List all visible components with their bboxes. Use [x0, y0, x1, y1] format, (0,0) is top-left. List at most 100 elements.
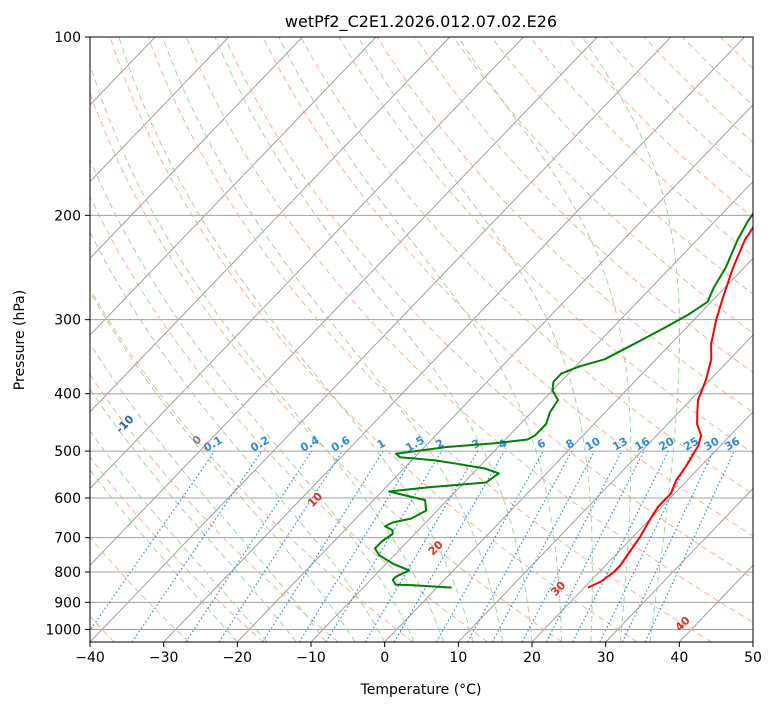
moist-adiabat-line [357, 37, 593, 642]
moist-adiabat-line [90, 429, 268, 642]
dry-adiabat-line [643, 37, 753, 144]
moist-adiabat-line [214, 37, 533, 642]
moist-adiabat-line [457, 37, 632, 642]
moist-adiabat-line [90, 469, 238, 642]
isotherm-line [752, 641, 753, 642]
dry-adiabat-line [90, 456, 264, 642]
mixing-ratio-line [218, 450, 343, 642]
y-tick-label: 600 [54, 491, 81, 507]
isotherm-line [0, 37, 8, 642]
dry-adiabat-line [720, 37, 753, 69]
dewpoint-line [374, 211, 753, 589]
dry-adiabat-line [681, 37, 753, 106]
isotherm-line [457, 334, 753, 642]
temperature-line [587, 225, 753, 589]
mixing-ratio-line [90, 450, 216, 632]
mixing-ratio-line [393, 450, 505, 642]
y-tick-label: 300 [54, 313, 81, 329]
y-tick-label: 900 [54, 595, 81, 611]
dry-adiabat-line [185, 37, 753, 623]
isotherm-line [90, 37, 230, 183]
x-tick-label: −10 [296, 650, 326, 666]
sounding-series [374, 211, 753, 589]
dry-adiabat-line [109, 37, 638, 642]
dry-adiabat-line [605, 37, 753, 181]
dry-adiabat-line [338, 37, 753, 454]
y-tick-label: 800 [54, 565, 81, 581]
dry-adiabat-line [300, 37, 753, 495]
mixing-ratio-line [325, 450, 443, 642]
mixing-ratio-line [262, 450, 384, 642]
x-tick-label: 10 [449, 650, 467, 666]
moist-adiabat-line [162, 37, 503, 642]
isotherm-line [90, 37, 303, 260]
axes: −40 −30 −20 −10 0 10 20 30 40 50 100 200 300 400 500 60… [45, 30, 762, 666]
mixing-ratio-line [644, 450, 735, 642]
mixing-ratio-line [466, 450, 573, 642]
isotherm-line [384, 257, 753, 642]
moist-adiabat-line [90, 342, 327, 642]
mixing-ratio-line [131, 450, 263, 642]
adiabat-labels: 0.10.20.40.611.52346810131620253036-100-… [113, 412, 742, 634]
y-tick-label: 400 [54, 387, 81, 403]
dry-adiabat-line [262, 37, 753, 537]
dry-adiabat-line [529, 37, 753, 257]
dry-adiabat-line [491, 37, 753, 295]
x-tick-label: 30 [597, 650, 615, 666]
dry-adiabat-label: -10 [113, 412, 136, 435]
y-tick-label: 200 [54, 208, 81, 224]
moist-adiabat-line [90, 230, 386, 642]
dry-adiabat-line [759, 37, 775, 642]
isotherm-line [90, 37, 377, 336]
dry-adiabat-line [90, 195, 488, 642]
isotherm-line [90, 37, 524, 490]
isotherm-line [163, 37, 745, 642]
mixing-ratio-line [435, 450, 544, 642]
mixing-ratio-line [364, 450, 479, 642]
moist-adiabat-line [90, 388, 297, 642]
isotherm-line [90, 37, 451, 413]
dry-adiabat-line [147, 37, 712, 642]
x-tick-label: 50 [744, 650, 762, 666]
x-tick-label: −30 [149, 650, 179, 666]
y-axis-label: Pressure (hPa) [12, 290, 28, 390]
y-tick-label: 1000 [45, 622, 81, 638]
dry-adiabat-line [376, 37, 753, 413]
moist-adiabat-line [90, 290, 356, 642]
y-tick-label: 700 [54, 531, 81, 547]
plot-area: 0.10.20.40.611.52346810131620253036-100-… [0, 37, 775, 642]
dry-adiabat-line [452, 37, 753, 334]
moist-adiabat-line [278, 37, 562, 642]
y-tick-label: 100 [54, 30, 81, 46]
moist-adiabat-line [90, 63, 445, 642]
dry-adiabat-line [90, 536, 190, 642]
x-tick-label: 0 [380, 650, 389, 666]
mixing-ratio-label: 6 [535, 436, 548, 451]
x-tick-label: −20 [223, 650, 253, 666]
dry-adiabat-line [90, 91, 563, 642]
isotherm-line [90, 37, 598, 566]
x-tick-label: 40 [670, 650, 688, 666]
mixing-ratio-line [572, 450, 669, 642]
moist-adiabat-line [118, 37, 474, 642]
mixing-ratio-line [298, 450, 418, 642]
y-tick-label: 500 [54, 444, 81, 460]
mixing-ratio-line [621, 450, 714, 642]
dry-adiabat-line [414, 37, 753, 374]
x-axis-label: Temperature (°C) [360, 682, 482, 698]
isotherm-line [236, 104, 753, 642]
mixing-ratio-line [491, 450, 596, 642]
dry-adiabat-line [90, 287, 414, 642]
dry-adiabat-label: 30 [548, 579, 568, 599]
background-lines [0, 37, 775, 642]
plot-frame [89, 36, 754, 643]
dry-adiabat-label: 20 [426, 538, 446, 558]
dry-adiabat-line [567, 37, 753, 219]
isotherm-line [605, 487, 753, 642]
mixing-ratio-label: 4 [496, 436, 509, 451]
x-tick-label: −40 [75, 650, 105, 666]
moist-adiabat-line [581, 37, 680, 642]
moist-adiabat-line [90, 158, 415, 642]
mixing-ratio-label: 1 [375, 437, 388, 452]
